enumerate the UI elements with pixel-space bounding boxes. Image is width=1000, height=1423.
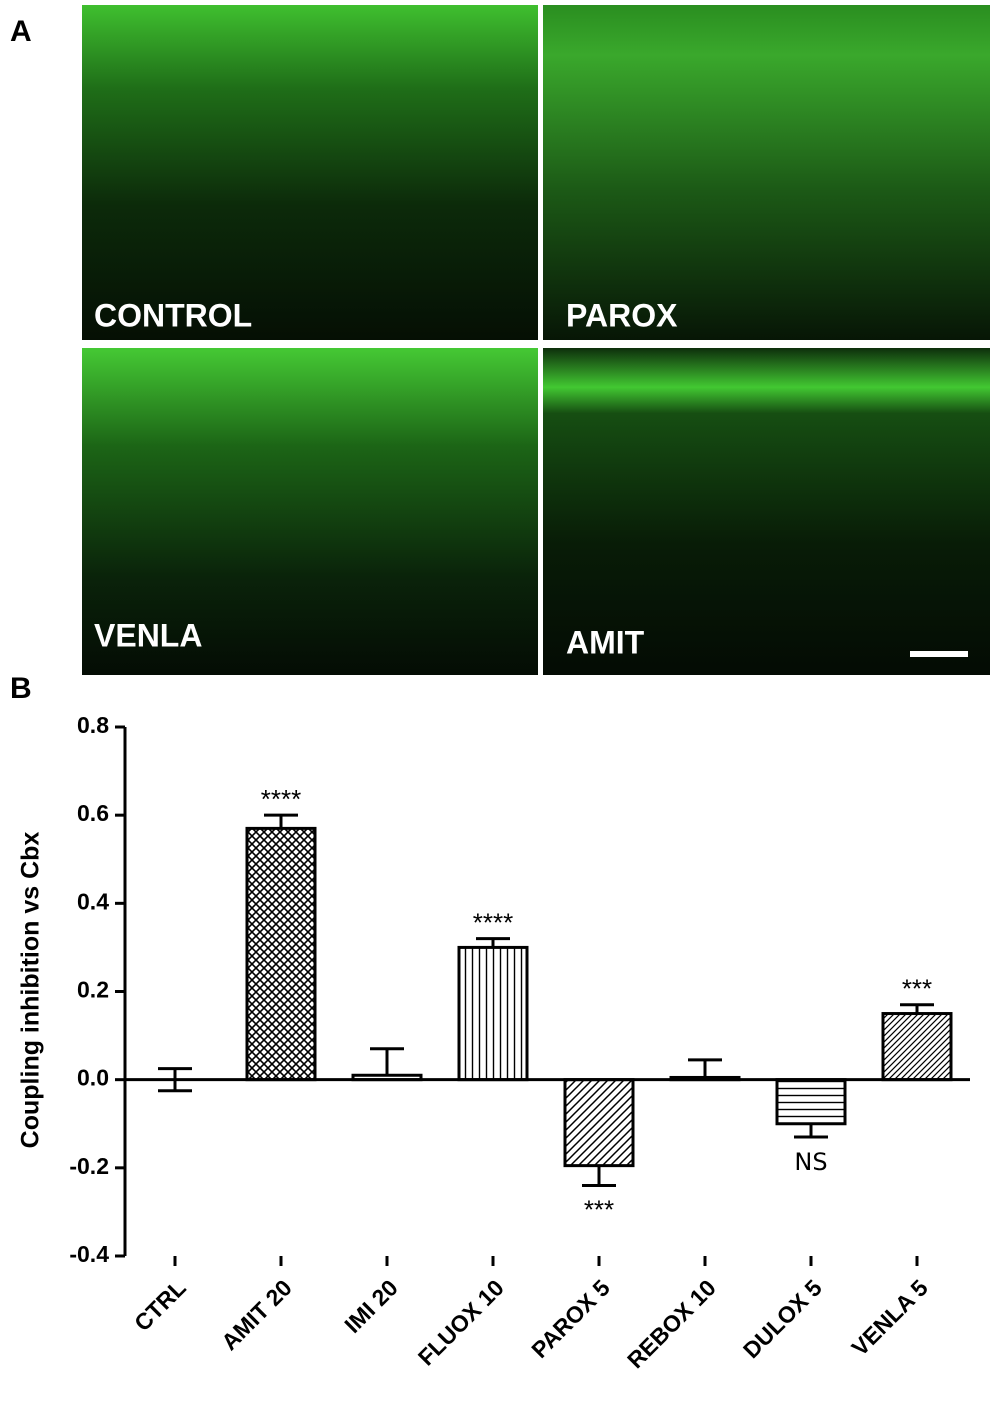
significance-label: *** xyxy=(584,1194,614,1224)
micrograph xyxy=(82,348,538,675)
panel-label: A xyxy=(10,15,32,48)
micrograph xyxy=(82,5,538,340)
bar xyxy=(775,1078,847,1126)
y-tick-label: -0.4 xyxy=(69,1241,109,1267)
x-tick-label: IMI 20 xyxy=(339,1274,403,1338)
significance-label: **** xyxy=(261,784,301,814)
scale-bar xyxy=(910,651,968,657)
image-label: CONTROL xyxy=(94,297,252,333)
x-tick-label: FLUOX 10 xyxy=(413,1274,509,1370)
bar xyxy=(881,1012,953,1082)
significance-label: *** xyxy=(902,974,932,1004)
significance-label: NS xyxy=(794,1148,827,1176)
y-tick-label: 0.4 xyxy=(77,888,109,914)
x-tick-label: VENLA 5 xyxy=(846,1274,933,1361)
micrograph xyxy=(543,348,990,675)
y-tick-label: 0.0 xyxy=(77,1065,109,1091)
micrograph xyxy=(543,5,990,340)
significance-label: **** xyxy=(473,907,513,937)
x-tick-label: DULOX 5 xyxy=(738,1274,827,1363)
y-tick-label: 0.8 xyxy=(77,712,109,738)
y-axis-label: Coupling inhibition vs Cbx xyxy=(17,832,45,1149)
bar xyxy=(457,945,529,1082)
image-label: PAROX xyxy=(566,297,678,333)
bar xyxy=(563,1078,635,1168)
x-tick-label: CTRL xyxy=(129,1274,191,1336)
image-label: AMIT xyxy=(566,624,645,660)
bar xyxy=(245,826,317,1082)
x-tick-label: REBOX 10 xyxy=(622,1274,721,1373)
x-tick-label: PAROX 5 xyxy=(526,1274,615,1363)
panel-label: B xyxy=(10,672,32,705)
y-tick-label: 0.6 xyxy=(77,800,109,826)
y-tick-label: 0.2 xyxy=(77,977,109,1003)
x-tick-label: AMIT 20 xyxy=(216,1274,297,1355)
y-tick-label: -0.2 xyxy=(69,1153,109,1179)
image-label: VENLA xyxy=(94,617,202,653)
